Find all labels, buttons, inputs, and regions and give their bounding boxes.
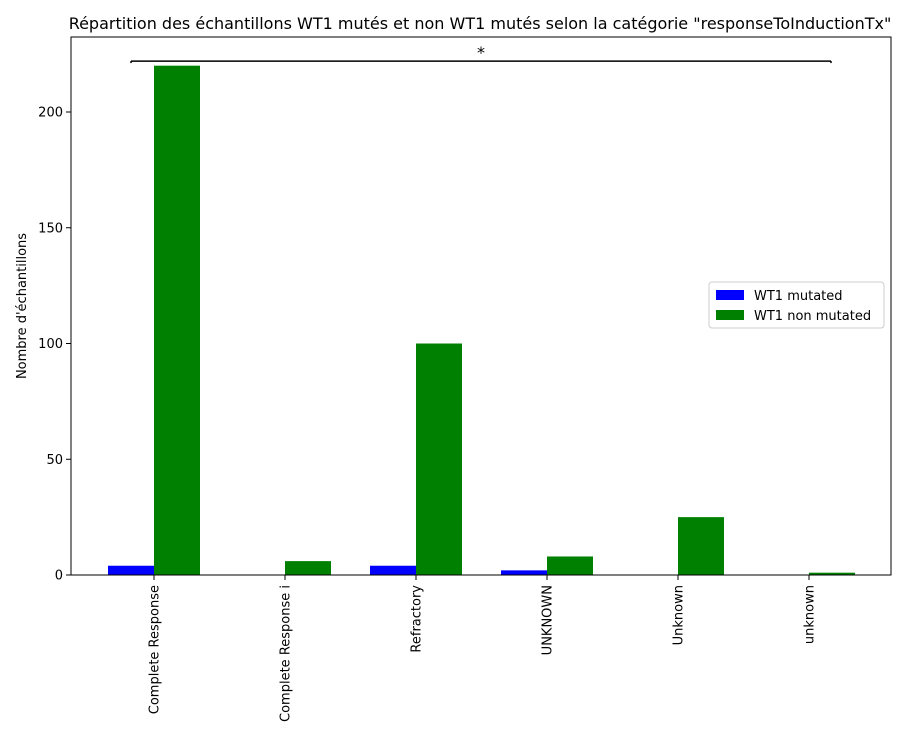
legend: WT1 mutated WT1 non mutated xyxy=(708,281,885,329)
bar-non-mutated-3 xyxy=(547,556,593,575)
y-tick-label: 50 xyxy=(46,453,63,468)
legend-label-1: WT1 non mutated xyxy=(754,309,871,324)
bar-mutated-3 xyxy=(501,570,547,575)
bar-mutated-2 xyxy=(370,565,416,575)
bar-non-mutated-2 xyxy=(416,343,462,575)
x-tick-label: Unknown xyxy=(672,585,687,645)
bar-non-mutated-1 xyxy=(285,561,331,575)
bar-non-mutated-5 xyxy=(809,572,855,575)
y-tick-label: 100 xyxy=(38,337,63,352)
legend-label-0: WT1 mutated xyxy=(754,289,843,304)
bar-non-mutated-4 xyxy=(678,517,724,575)
y-axis: 0 50 100 150 200 xyxy=(38,106,71,584)
x-tick-label: Complete Response i xyxy=(279,585,294,722)
legend-swatch-0 xyxy=(716,290,744,300)
bar-non-mutated-0 xyxy=(154,65,200,575)
y-tick-label: 150 xyxy=(38,221,63,236)
y-tick-label: 200 xyxy=(38,106,63,121)
x-tick-label: unknown xyxy=(803,585,818,644)
bar-mutated-0 xyxy=(108,565,154,575)
y-tick-label: 0 xyxy=(55,569,63,584)
x-axis: Complete Response Complete Response i Refr… xyxy=(148,575,818,722)
axes-frame xyxy=(70,36,892,576)
significance-annotation: * xyxy=(130,43,832,64)
significance-star: * xyxy=(477,43,485,62)
legend-swatch-1 xyxy=(716,310,744,320)
x-tick-label: Complete Response xyxy=(148,585,163,714)
x-tick-label: Refractory xyxy=(410,585,425,653)
x-tick-label: UNKNOWN xyxy=(541,585,556,655)
legend-box xyxy=(708,281,885,329)
y-axis-label: Nombre d'échantillons xyxy=(15,233,30,379)
chart-title: Répartition des échantillons WT1 mutés e… xyxy=(69,14,892,33)
bars-group xyxy=(108,65,855,575)
